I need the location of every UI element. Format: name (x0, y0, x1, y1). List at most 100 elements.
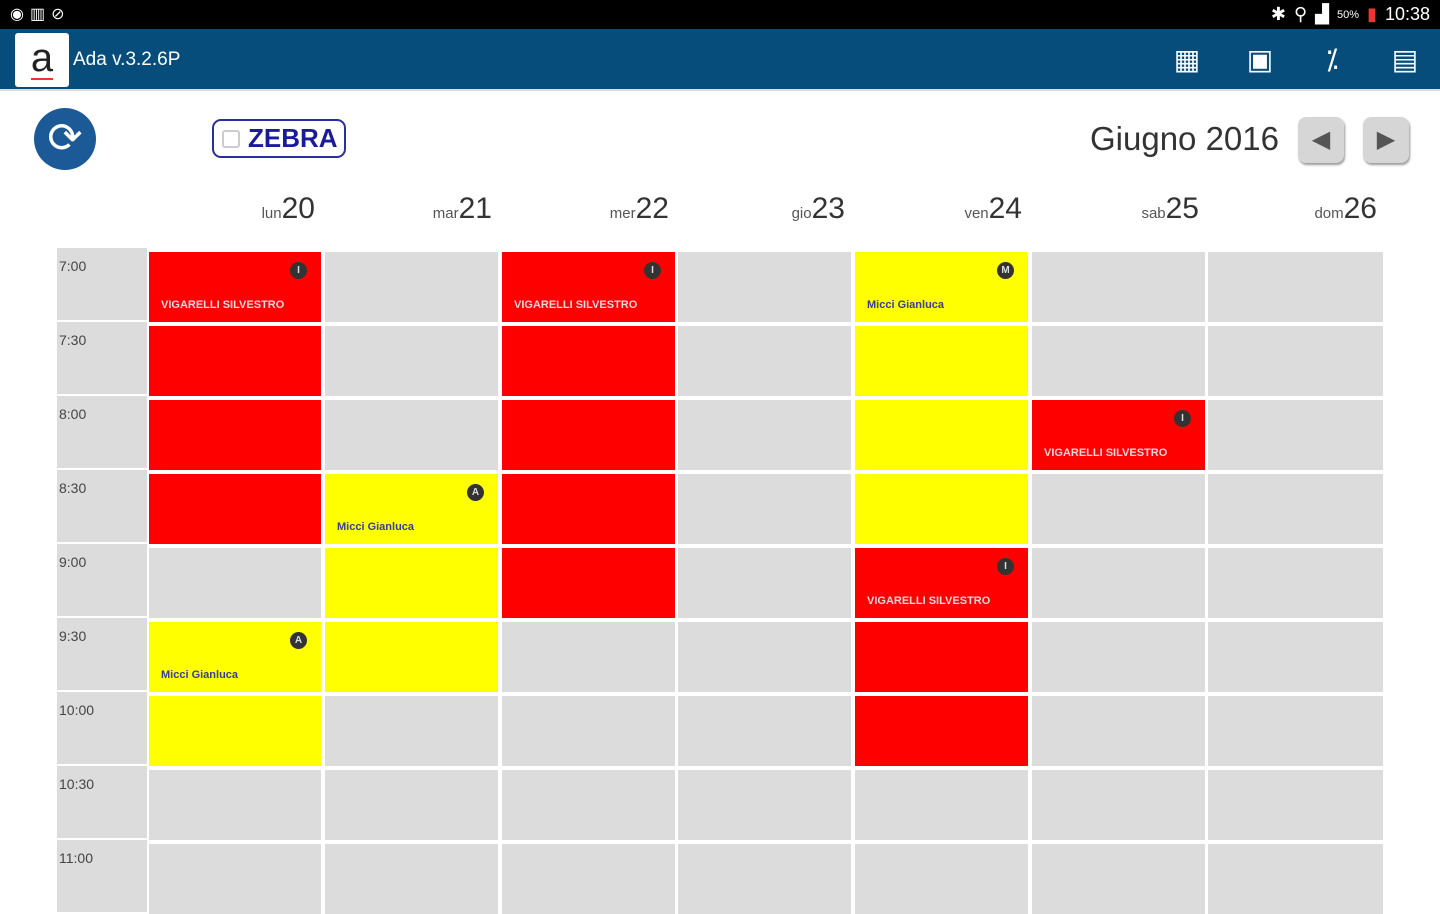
bluetooth-icon: ✱ (1270, 4, 1286, 24)
next-week-button[interactable]: ▶ (1363, 117, 1409, 163)
empty-slot[interactable] (678, 696, 851, 766)
time-label: 8:30 (57, 470, 147, 542)
empty-slot[interactable] (325, 326, 498, 396)
appointment-slot[interactable] (325, 548, 498, 618)
empty-slot[interactable] (325, 770, 498, 840)
empty-slot[interactable] (502, 770, 675, 840)
empty-slot[interactable] (502, 844, 675, 914)
empty-slot[interactable] (325, 252, 498, 322)
appointment-slot[interactable] (855, 400, 1028, 470)
empty-slot[interactable] (502, 696, 675, 766)
appointment-slot[interactable] (502, 474, 675, 544)
appointment-slot[interactable] (149, 696, 321, 766)
appointment-slot[interactable] (149, 474, 321, 544)
empty-slot[interactable] (1208, 252, 1383, 322)
appointment-slot[interactable] (325, 622, 498, 692)
clipboard-icon[interactable]: ▤ (1391, 44, 1419, 75)
appointment-name: VIGARELLI SILVESTRO (1044, 447, 1168, 459)
appointment-slot[interactable] (502, 326, 675, 396)
empty-slot[interactable] (1208, 548, 1383, 618)
empty-slot[interactable] (855, 844, 1028, 914)
prev-week-button[interactable]: ◀ (1298, 117, 1344, 163)
day-name: sab (1141, 205, 1166, 222)
empty-slot[interactable] (1032, 474, 1205, 544)
appointment-slot[interactable] (855, 696, 1028, 766)
empty-slot[interactable] (1032, 326, 1205, 396)
battery-percent: 50% (1337, 8, 1360, 21)
day-header[interactable]: gio23 (678, 192, 851, 226)
appointment-slot[interactable] (855, 326, 1028, 396)
day-date: 22 (635, 192, 669, 225)
appointment-slot[interactable] (149, 400, 321, 470)
zebra-toggle[interactable]: ZEBRA (212, 119, 346, 158)
day-date: 24 (988, 192, 1022, 225)
appointment-name: VIGARELLI SILVESTRO (867, 595, 991, 607)
month-label: Giugno 2016 (1090, 120, 1279, 157)
empty-slot[interactable] (1208, 770, 1383, 840)
empty-slot[interactable] (1208, 844, 1383, 914)
empty-slot[interactable] (149, 548, 321, 618)
empty-slot[interactable] (1032, 844, 1205, 914)
day-name: mar (432, 205, 459, 222)
empty-slot[interactable] (1208, 474, 1383, 544)
empty-slot[interactable] (1032, 696, 1205, 766)
empty-slot[interactable] (149, 770, 321, 840)
day-header[interactable]: dom26 (1208, 192, 1383, 226)
day-header[interactable]: mer22 (502, 192, 675, 226)
compass-icon: ⊘ (51, 6, 65, 23)
battery-icon: ▮ (1367, 4, 1377, 24)
appointment-slot[interactable]: A Micci Gianluca (149, 622, 321, 692)
appointment-name: Micci Gianluca (161, 669, 239, 681)
appointment-badge: M (997, 262, 1014, 279)
empty-slot[interactable] (325, 844, 498, 914)
zebra-checkbox[interactable] (222, 129, 240, 148)
empty-slot[interactable] (678, 622, 851, 692)
empty-slot[interactable] (1032, 622, 1205, 692)
time-label: 9:30 (57, 618, 147, 690)
appointment-slot[interactable]: I VIGARELLI SILVESTRO (1032, 400, 1205, 470)
empty-slot[interactable] (678, 252, 851, 322)
appointment-slot[interactable] (502, 548, 675, 618)
empty-slot[interactable] (1032, 548, 1205, 618)
empty-slot[interactable] (1208, 400, 1383, 470)
empty-slot[interactable] (855, 770, 1028, 840)
empty-slot[interactable] (325, 400, 498, 470)
day-date: 20 (281, 192, 315, 225)
day-header[interactable]: ven24 (855, 192, 1028, 226)
appointment-slot[interactable]: M Micci Gianluca (855, 252, 1028, 322)
empty-slot[interactable] (1208, 326, 1383, 396)
calendar-icon[interactable]: ▦ (1173, 44, 1201, 75)
empty-slot[interactable] (678, 474, 851, 544)
clock: 10:38 (1384, 4, 1430, 24)
empty-slot[interactable] (1208, 696, 1383, 766)
time-label: 10:30 (57, 766, 147, 838)
appointment-slot[interactable] (502, 400, 675, 470)
percent-icon[interactable]: ⁒ (1325, 44, 1339, 75)
appointment-slot[interactable] (855, 622, 1028, 692)
appointment-slot[interactable]: I VIGARELLI SILVESTRO (855, 548, 1028, 618)
refresh-button[interactable]: ⟳ (34, 108, 96, 170)
app-logo[interactable]: a (15, 33, 69, 87)
empty-slot[interactable] (678, 326, 851, 396)
appointment-slot[interactable]: I VIGARELLI SILVESTRO (149, 252, 321, 322)
day-header[interactable]: lun20 (149, 192, 321, 226)
document-icon[interactable]: ▣ (1246, 44, 1274, 75)
empty-slot[interactable] (325, 696, 498, 766)
empty-slot[interactable] (678, 400, 851, 470)
appointment-slot[interactable] (855, 474, 1028, 544)
day-header[interactable]: sab25 (1032, 192, 1205, 226)
appointment-slot[interactable]: I VIGARELLI SILVESTRO (502, 252, 675, 322)
day-header[interactable]: mar21 (325, 192, 498, 226)
day-date: 26 (1343, 192, 1377, 225)
empty-slot[interactable] (149, 844, 321, 914)
empty-slot[interactable] (678, 844, 851, 914)
empty-slot[interactable] (1208, 622, 1383, 692)
empty-slot[interactable] (678, 548, 851, 618)
empty-slot[interactable] (502, 622, 675, 692)
appointment-name: VIGARELLI SILVESTRO (514, 299, 638, 311)
appointment-slot[interactable]: A Micci Gianluca (325, 474, 498, 544)
empty-slot[interactable] (1032, 252, 1205, 322)
empty-slot[interactable] (1032, 770, 1205, 840)
empty-slot[interactable] (678, 770, 851, 840)
appointment-slot[interactable] (149, 326, 321, 396)
